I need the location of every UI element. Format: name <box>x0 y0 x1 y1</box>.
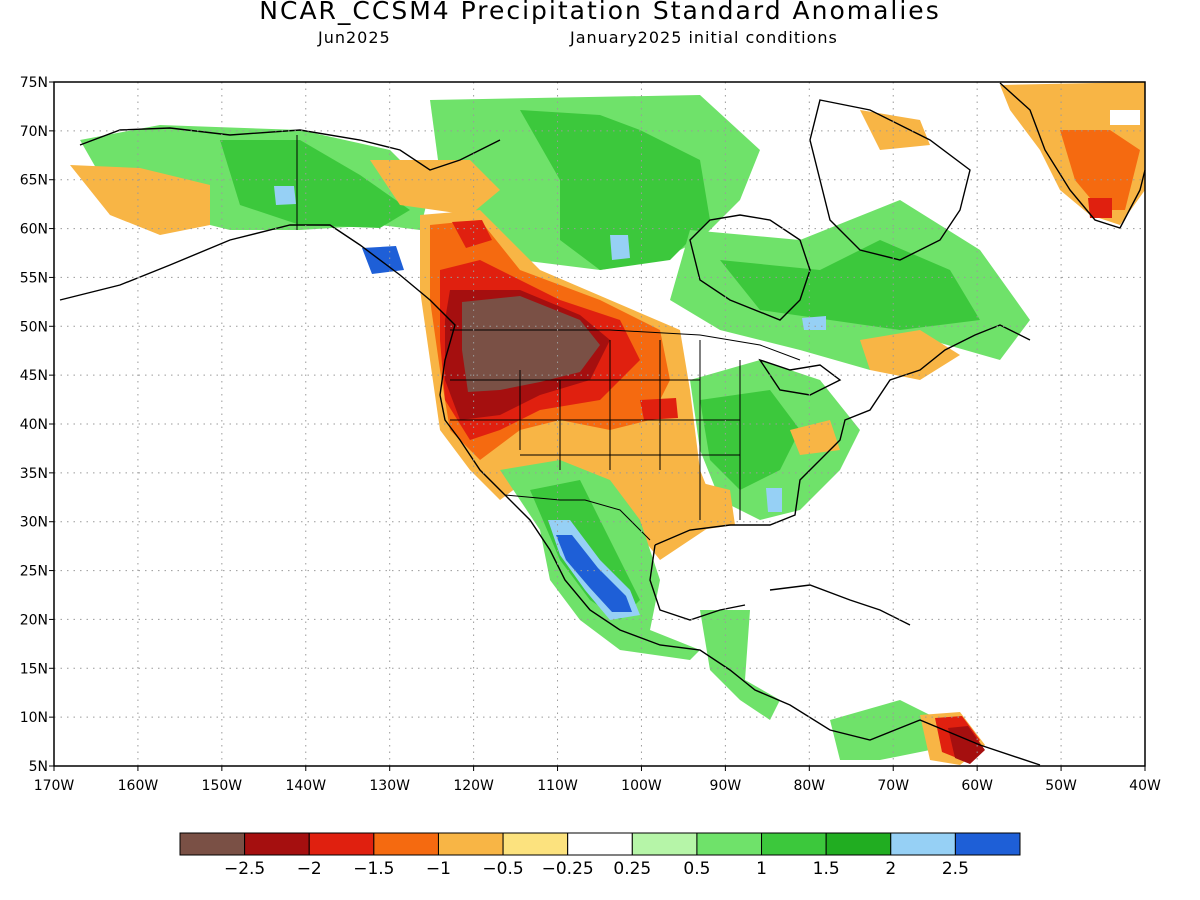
anomaly-region <box>860 330 960 380</box>
colorbar-label: 2.5 <box>942 859 969 879</box>
colorbar-label: −0.25 <box>542 859 594 879</box>
anomaly-region <box>274 186 296 205</box>
lon-tick-label: 160W <box>118 778 159 794</box>
lon-tick-label: 110W <box>537 778 578 794</box>
colorbar-swatch <box>567 832 633 856</box>
anomaly-region <box>462 296 600 392</box>
lon-tick-label: 60W <box>961 778 993 794</box>
lon-tick-label: 70W <box>877 778 909 794</box>
anomaly-region <box>766 488 782 512</box>
colorbar-label: −2.5 <box>224 859 265 879</box>
lat-tick-label: 75N <box>20 75 48 91</box>
lat-tick-label: 35N <box>20 466 48 482</box>
lat-tick-label: 55N <box>20 270 48 286</box>
longitude-labels: 170W 160W 150W 140W 130W 120W 110W 100W 90W 80W 70… <box>34 766 1161 794</box>
colorbar-label: 1.5 <box>813 859 840 879</box>
lat-tick-label: 10N <box>20 710 48 726</box>
anomaly-region <box>556 535 632 612</box>
colorbar-label: 0.5 <box>683 859 710 879</box>
lon-tick-label: 130W <box>369 778 410 794</box>
state-borders <box>450 340 741 520</box>
anomaly-region <box>700 610 780 720</box>
coast-great-lakes <box>758 358 842 396</box>
anomaly-region <box>830 700 940 760</box>
colorbar-label: −2 <box>297 859 322 879</box>
colorbar-swatch <box>761 832 827 856</box>
coast-caribbean-islands <box>769 584 911 626</box>
anomaly-region <box>1060 130 1140 210</box>
anomaly-region <box>860 110 930 150</box>
anomaly-region <box>362 246 404 274</box>
anomaly-region <box>802 316 826 330</box>
colorbar-label: 2 <box>885 859 896 879</box>
lon-tick-label: 120W <box>453 778 494 794</box>
anomaly-region <box>640 398 678 420</box>
lon-tick-label: 50W <box>1045 778 1077 794</box>
lon-tick-label: 150W <box>202 778 243 794</box>
coast-gulf-mexico <box>649 544 746 621</box>
colorbar-swatch <box>373 832 439 856</box>
lat-tick-label: 45N <box>20 368 48 384</box>
lon-tick-label: 90W <box>710 778 742 794</box>
init-conditions-label: January2025 initial conditions <box>570 28 838 47</box>
colorbar-swatch <box>631 832 698 856</box>
colorbar-swatch <box>308 832 375 856</box>
anomaly-region <box>452 220 492 248</box>
colorbar-label: −0.5 <box>482 859 523 879</box>
lon-tick-label: 170W <box>34 778 75 794</box>
colorbar-label: −1.5 <box>353 859 394 879</box>
valid-month-label: Jun2025 <box>318 28 391 47</box>
lat-tick-label: 5N <box>29 759 48 775</box>
colorbar: −2.5 −2 −1.5 −1 −0.5 −0.25 0.25 0.5 1 1.5 2 2.5 <box>179 832 1021 879</box>
border-us-mexico <box>504 494 651 541</box>
anomaly-region <box>520 110 710 270</box>
colorbar-swatch <box>890 832 956 856</box>
lon-tick-label: 140W <box>285 778 326 794</box>
coast-atlantic-gulf <box>654 324 1031 546</box>
lat-tick-label: 15N <box>20 661 48 677</box>
map-title: NCAR_CCSM4 Precipitation Standard Anomal… <box>259 0 941 25</box>
colorbar-swatch <box>179 832 246 856</box>
anomaly-region <box>690 480 735 530</box>
lat-tick-label: 20N <box>20 612 48 628</box>
lat-tick-label: 25N <box>20 564 48 580</box>
colorbar-swatch <box>825 832 892 856</box>
anomaly-region <box>370 160 500 215</box>
border-us-canada <box>450 329 801 361</box>
colorbar-swatch <box>502 832 569 856</box>
colorbar-label: −1 <box>426 859 451 879</box>
anomaly-region <box>720 240 980 330</box>
anomaly-field <box>70 82 1145 765</box>
coastlines <box>59 82 1146 766</box>
anomaly-region <box>220 140 410 228</box>
anomaly-region <box>790 420 840 455</box>
colorbar-swatch <box>696 832 763 856</box>
political-borders <box>296 135 801 541</box>
latitude-labels: 75N 70N 65N 60N 55N 50N 45N 40N 35N 30N 25N 20N 15N 1… <box>20 75 54 775</box>
anomaly-region <box>1088 198 1112 218</box>
colorbar-label: 1 <box>756 859 767 879</box>
colorbar-label: 0.25 <box>613 859 651 879</box>
lat-tick-label: 60N <box>20 222 48 238</box>
lon-tick-label: 40W <box>1129 778 1161 794</box>
lat-tick-label: 50N <box>20 319 48 335</box>
lat-tick-label: 30N <box>20 515 48 531</box>
coast-baffin <box>809 99 971 261</box>
lon-tick-label: 100W <box>621 778 662 794</box>
colorbar-swatch <box>244 832 310 856</box>
anomaly-region <box>1110 110 1140 125</box>
lon-tick-label: 80W <box>793 778 825 794</box>
anomaly-region <box>610 235 630 260</box>
lat-tick-label: 70N <box>20 124 48 140</box>
anomaly-region <box>70 165 210 235</box>
lat-tick-label: 40N <box>20 417 48 433</box>
colorbar-swatch <box>954 832 1021 856</box>
lat-tick-label: 65N <box>20 173 48 189</box>
coast-greenland <box>999 82 1146 229</box>
coast-hudson-bay <box>689 214 811 321</box>
colorbar-swatch <box>437 832 504 856</box>
coast-arctic-west <box>79 127 501 171</box>
